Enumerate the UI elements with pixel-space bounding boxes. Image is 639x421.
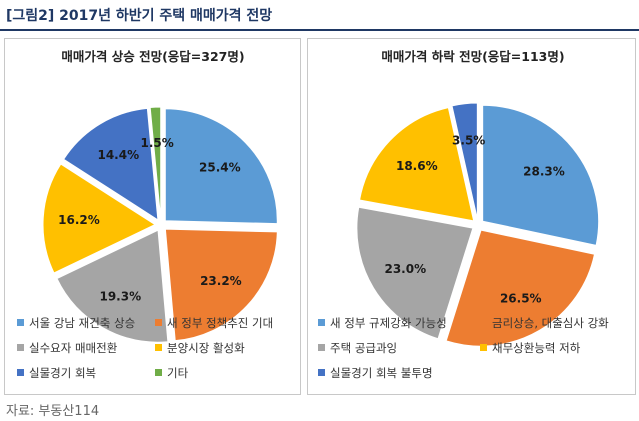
slice-data-label: 28.3% bbox=[523, 165, 565, 179]
slice-data-label: 14.4% bbox=[97, 148, 139, 162]
legend-label: 실물경기 회복 불투명 bbox=[330, 366, 433, 380]
pie-slice bbox=[358, 107, 475, 222]
slice-data-label: 18.6% bbox=[396, 159, 438, 173]
legend-swatch bbox=[480, 344, 487, 351]
legend-label: 기타 bbox=[167, 366, 189, 380]
pie-slice bbox=[42, 163, 157, 274]
pie-slice bbox=[164, 108, 278, 225]
legend-swatch bbox=[17, 369, 24, 376]
slice-data-label: 1.5% bbox=[140, 136, 173, 150]
legend-label: 금리상승, 대출심사 강화 bbox=[492, 316, 609, 330]
legend-label: 새 정부 정책추진 기대 bbox=[167, 316, 273, 330]
slice-data-label: 3.5% bbox=[452, 134, 485, 148]
rise-forecast-panel: 매매가격 상승 전망(응답=327명) 25.4% 23.2% 19.3% 16.2% 1… bbox=[4, 38, 301, 395]
legend-swatch bbox=[318, 319, 325, 326]
title-divider bbox=[0, 29, 639, 31]
legend-label: 채무상환능력 저하 bbox=[492, 341, 581, 355]
slice-data-label: 23.0% bbox=[384, 262, 426, 276]
legend-label: 실수요자 매매전환 bbox=[29, 341, 118, 355]
pie-slice bbox=[149, 106, 162, 220]
slice-data-label: 26.5% bbox=[500, 291, 542, 305]
pie-slice bbox=[164, 228, 278, 342]
pie-slice bbox=[482, 104, 600, 246]
legend-swatch bbox=[17, 344, 24, 351]
legend-swatch bbox=[480, 319, 487, 326]
fall-forecast-pie-chart: 매매가격 하락 전망(응답=113명) 28.3% 26.5% 23.0% 18.6% 3… bbox=[318, 49, 609, 380]
chart-title: 매매가격 하락 전망(응답=113명) bbox=[381, 49, 564, 64]
legend-swatch bbox=[17, 319, 24, 326]
source-note: 자료: 부동산114 bbox=[6, 404, 100, 419]
legend-label: 분양시장 활성화 bbox=[167, 341, 245, 355]
slice-data-label: 25.4% bbox=[199, 161, 241, 175]
legend-swatch bbox=[155, 369, 162, 376]
pie-slice bbox=[63, 107, 159, 221]
slice-data-label: 23.2% bbox=[200, 274, 242, 288]
pie-slice bbox=[445, 229, 596, 347]
rise-forecast-pie-chart: 매매가격 상승 전망(응답=327명) 25.4% 23.2% 19.3% 16.2% 1… bbox=[17, 49, 278, 380]
slice-data-label: 19.3% bbox=[99, 289, 141, 303]
legend-swatch bbox=[155, 344, 162, 351]
fall-forecast-panel: 매매가격 하락 전망(응답=113명) 28.3% 26.5% 23.0% 18.6% 3… bbox=[307, 38, 636, 395]
legend-swatch bbox=[318, 344, 325, 351]
slice-data-label: 16.2% bbox=[58, 213, 100, 227]
pie-slice bbox=[56, 229, 169, 343]
legend-label: 서울 강남 재건축 상승 bbox=[29, 316, 135, 330]
pie-slice bbox=[356, 206, 474, 340]
legend-swatch bbox=[318, 369, 325, 376]
legend-label: 실물경기 회복 bbox=[29, 366, 96, 380]
figure-title: [그림2] 2017년 하반기 주택 매매가격 전망 bbox=[6, 8, 273, 24]
legend-swatch bbox=[155, 319, 162, 326]
legend-label: 새 정부 규제강화 가능성 bbox=[330, 316, 447, 330]
chart-title: 매매가격 상승 전망(응답=327명) bbox=[61, 49, 244, 64]
legend-label: 주택 공급과잉 bbox=[330, 341, 397, 355]
pie-slice bbox=[451, 102, 478, 220]
